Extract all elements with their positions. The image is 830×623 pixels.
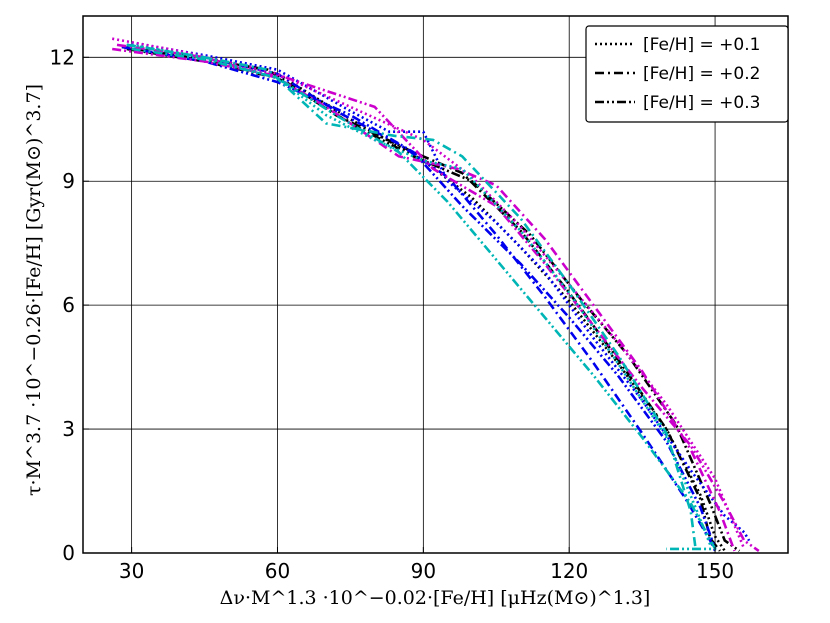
y-tick-label: 0	[62, 541, 75, 565]
x-axis-label: Δν·M^1.3 ·10^−0.02·[Fe/H] [μHz(M⊙)^1.3]	[220, 587, 651, 609]
series-line	[126, 47, 741, 552]
series-line	[112, 47, 760, 552]
legend: [Fe/H] = +0.1 [Fe/H] = +0.2 [Fe/H] = +0.3	[585, 25, 789, 123]
x-tick-labels: 30 60 90 120 150	[119, 559, 734, 583]
series-line	[126, 43, 717, 552]
legend-label: [Fe/H] = +0.1	[643, 35, 760, 55]
series-line	[131, 43, 712, 546]
y-tick-label: 9	[62, 169, 75, 193]
series-line	[131, 41, 751, 542]
y-tick-label: 6	[62, 293, 75, 317]
x-tick-label: 30	[119, 559, 144, 583]
y-axis-label: τ·M^3.7 ·10^−0.26·[Fe/H] [Gyr(M⊙)^3.7]	[23, 84, 45, 496]
x-tick-label: 150	[696, 559, 734, 583]
y-tick-label: 12	[50, 45, 75, 69]
y-tick-label: 3	[62, 417, 75, 441]
y-tick-labels: 0 3 6 9 12	[50, 45, 75, 565]
series-line	[121, 45, 721, 552]
series-line	[111, 37, 746, 550]
x-tick-label: 120	[550, 559, 588, 583]
x-tick-label: 60	[265, 559, 290, 583]
legend-box	[585, 25, 789, 123]
x-tick-label: 90	[411, 559, 436, 583]
series-layer	[111, 37, 760, 552]
legend-label: [Fe/H] = +0.2	[643, 64, 760, 84]
series-line	[126, 43, 697, 550]
legend-label: [Fe/H] = +0.3	[643, 93, 760, 113]
plot-frame	[82, 15, 789, 554]
series-line	[131, 47, 717, 551]
ticks	[83, 56, 716, 554]
series-line	[126, 43, 726, 552]
